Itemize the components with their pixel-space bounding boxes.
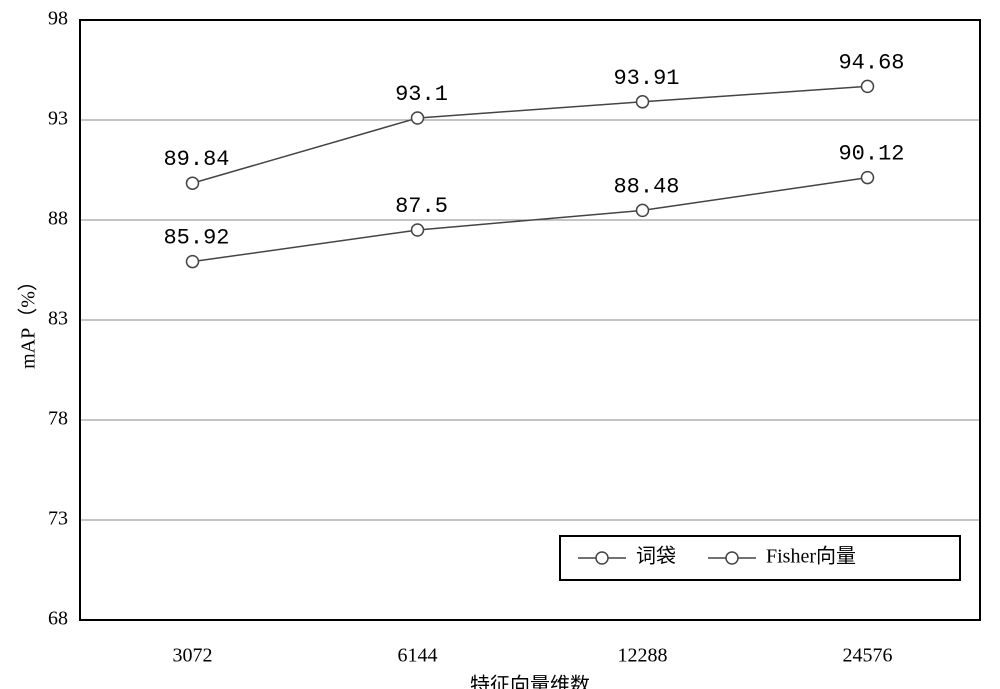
series-marker-bow <box>412 112 424 124</box>
x-axis-label: 特征向量维数 <box>470 674 590 689</box>
data-label: 94.68 <box>838 50 904 75</box>
y-tick-label: 78 <box>48 408 68 430</box>
series-marker-bow <box>862 80 874 92</box>
series-marker-fisher <box>187 256 199 268</box>
data-label: 93.1 <box>395 82 448 107</box>
chart-svg: 68 73 78 83 88 93 98 3072 6144 12288 24576 特征向量维数 mA… <box>0 0 1000 689</box>
x-tick-label: 24576 <box>843 645 893 667</box>
y-tick-label: 93 <box>48 108 68 130</box>
data-label: 85.92 <box>163 226 229 251</box>
x-tick-label: 3072 <box>173 645 213 667</box>
y-tick-label: 98 <box>48 8 68 30</box>
series-marker-fisher <box>412 224 424 236</box>
data-label: 89.84 <box>163 147 229 172</box>
y-tick-label: 73 <box>48 508 68 530</box>
line-chart: 68 73 78 83 88 93 98 3072 6144 12288 24576 特征向量维数 mA… <box>0 0 1000 689</box>
series-marker-fisher <box>862 172 874 184</box>
y-axis-label: mAP（%） <box>17 271 40 369</box>
chart-background <box>0 0 1000 689</box>
legend-swatch-marker <box>726 552 738 564</box>
data-label: 88.48 <box>613 174 679 199</box>
legend-label: Fisher向量 <box>766 545 856 568</box>
data-label: 93.91 <box>613 66 679 91</box>
series-marker-bow <box>187 177 199 189</box>
x-tick-label: 12288 <box>618 645 668 667</box>
y-tick-label: 68 <box>48 608 68 630</box>
legend-label: 词袋 <box>636 545 676 568</box>
series-marker-bow <box>637 96 649 108</box>
data-label: 90.12 <box>838 142 904 167</box>
legend: 词袋 Fisher向量 <box>560 536 960 580</box>
y-tick-label: 83 <box>48 308 68 330</box>
series-marker-fisher <box>637 204 649 216</box>
legend-swatch-marker <box>596 552 608 564</box>
x-tick-label: 6144 <box>398 645 438 667</box>
y-tick-label: 88 <box>48 208 68 230</box>
data-label: 87.5 <box>395 194 448 219</box>
